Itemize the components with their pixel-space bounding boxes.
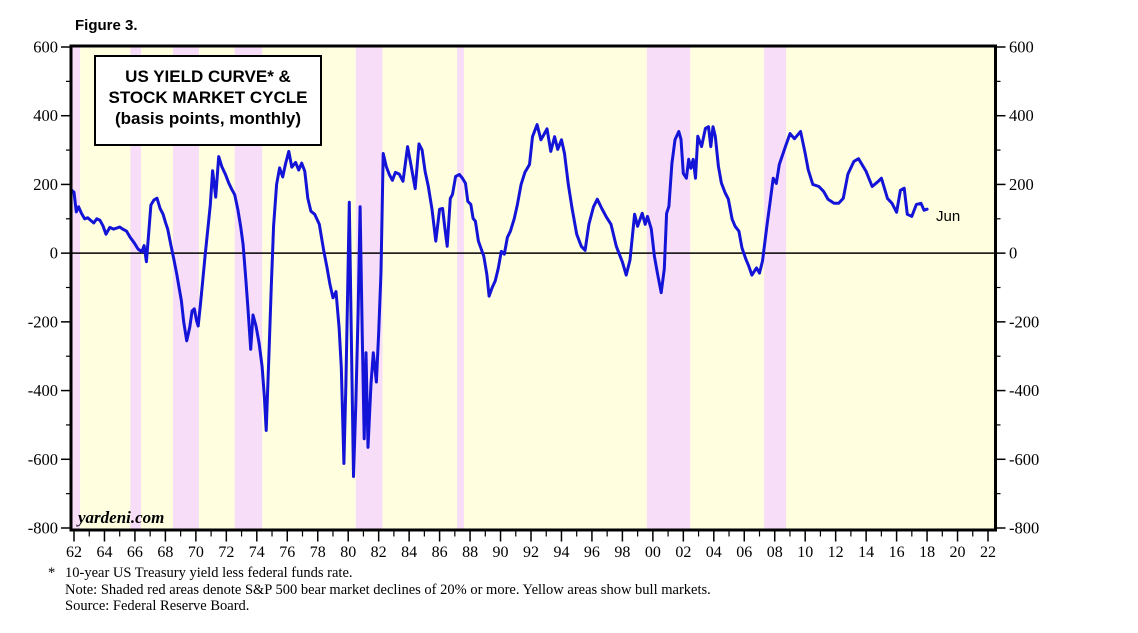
y-axis-tick-label-right: 0 [1009,244,1017,263]
chart-title-box [94,55,322,146]
chart-title-line: (basis points, monthly) [115,109,301,128]
y-axis-tick-label-right: -200 [1009,312,1039,331]
footnote-definition: 10-year US Treasury yield less federal f… [65,565,353,581]
y-axis-tick-label-left: -600 [28,450,58,469]
x-axis-tick-label: 62 [66,544,82,561]
footnote-line: Note: Shaded red areas denote S&P 500 be… [48,582,711,599]
x-axis-tick-label: 12 [828,544,844,561]
x-axis-tick-label: 20 [950,544,966,561]
footnote-note: Note: Shaded red areas denote S&P 500 be… [65,581,711,598]
x-axis-tick-label: 74 [249,544,265,561]
bear-market-band [130,47,142,530]
x-axis-tick-label: 82 [371,544,387,561]
bear-market-band [764,47,787,530]
watermark-text: yardeni.com [76,508,164,527]
y-axis-tick-label-left: 0 [50,244,58,263]
x-axis-tick-label: 22 [980,544,996,561]
x-axis-tick-label: 18 [919,544,935,561]
bear-market-band [72,47,81,530]
footnote-line: * 10-year US Treasury yield less federal… [48,565,711,582]
x-axis-tick-label: 96 [584,544,600,561]
x-axis-tick-label: 72 [218,544,234,561]
x-axis-tick-label: 00 [645,544,661,561]
x-axis-tick-label: 94 [553,544,569,561]
x-axis-tick-label: 68 [157,544,173,561]
y-axis-tick-label-left: -400 [28,381,58,400]
x-axis-tick-label: 92 [523,544,539,561]
x-axis-tick-label: 14 [858,544,874,561]
y-axis-tick-label-left: -200 [28,312,58,331]
y-axis-tick-label-right: -800 [1009,518,1039,537]
y-axis-tick-label-right: -600 [1009,450,1039,469]
x-axis-tick-label: 98 [614,544,630,561]
y-axis-tick-label-left: -800 [28,518,58,537]
x-axis-tick-label: 08 [767,544,783,561]
footnotes: * 10-year US Treasury yield less federal… [48,565,711,615]
y-axis-tick-label-left: 200 [33,175,58,194]
x-axis-tick-label: 70 [188,544,204,561]
y-axis-tick-label-right: 600 [1009,38,1034,57]
x-axis-tick-label: 86 [432,544,448,561]
bear-market-band [646,47,691,530]
x-axis-tick-label: 90 [493,544,509,561]
y-axis-tick-label-left: 600 [33,38,58,57]
y-axis-tick-label-right: 200 [1009,175,1034,194]
x-axis-tick-label: 80 [340,544,356,561]
x-axis-tick-label: 04 [706,544,722,561]
yield-curve-line [69,123,929,478]
figure-label: Figure 3. [75,17,138,34]
end-month-label: Jun [936,208,960,225]
x-axis-tick-label: 64 [96,544,112,561]
x-axis-tick-label: 16 [889,544,905,561]
bear-market-band [457,47,464,530]
x-axis-tick-label: 10 [797,544,813,561]
footnote-asterisk: * [48,565,56,581]
x-axis-tick-label: 78 [310,544,326,561]
x-axis-tick-label: 88 [462,544,478,561]
footnote-line: Source: Federal Reserve Board. [48,598,711,615]
chart-title-line: STOCK MARKET CYCLE [109,88,308,107]
y-axis-tick-label-left: 400 [33,106,58,125]
footnote-source: Source: Federal Reserve Board. [65,598,250,614]
chart-title-line: US YIELD CURVE* & [125,67,291,86]
y-axis-tick-label-right: -400 [1009,381,1039,400]
x-axis-tick-label: 02 [675,544,691,561]
x-axis-tick-label: 66 [127,544,143,561]
x-axis-tick-label: 76 [279,544,295,561]
y-axis-tick-label-right: 400 [1009,106,1034,125]
x-axis-tick-label: 84 [401,544,417,561]
x-axis-tick-label: 06 [736,544,752,561]
